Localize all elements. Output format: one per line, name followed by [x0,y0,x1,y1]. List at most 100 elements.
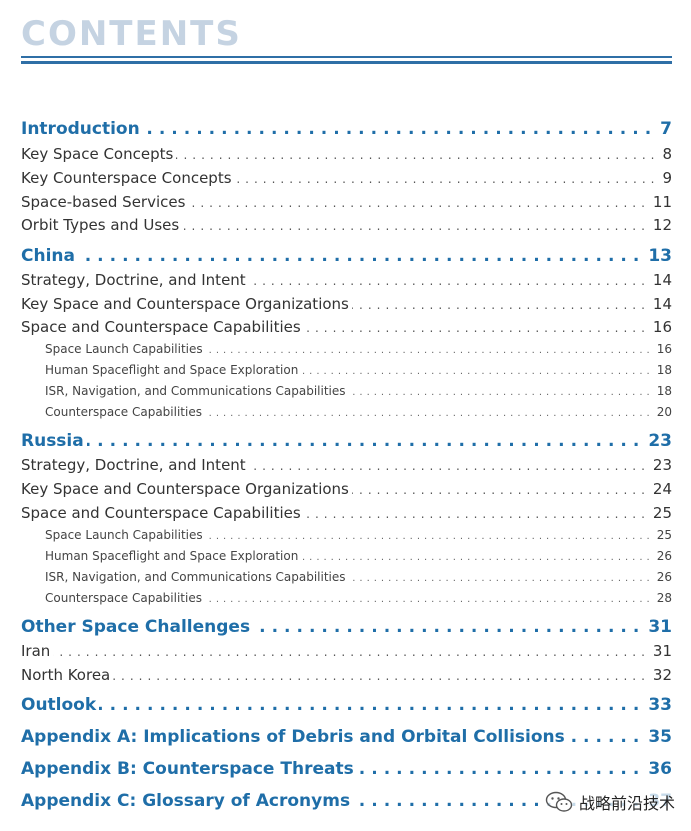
toc-subsection-entry[interactable]: Space-based Services....................… [21,193,672,211]
toc-entry-label: Space and Counterspace Capabilities [21,504,301,522]
toc-entry-page-number: 31 [648,617,672,637]
toc-subsubsection-entry[interactable]: Space Launch Capabilities...............… [45,342,672,356]
toc-subsection-entry[interactable]: Key Space and Counterspace Organizations… [21,480,672,498]
toc-entry-page-number: 9 [662,169,672,187]
toc-leader-dots: ........................................… [205,408,654,419]
toc-entry-label: Appendix B: Counterspace Threats [21,759,354,779]
toc-entry-label: Outlook [21,695,97,715]
toc-subsubsection-entry[interactable]: ISR, Navigation, and Communications Capa… [45,384,672,398]
toc-entry-label: Space-based Services [21,193,186,211]
toc-entry-label: Other Space Challenges [21,617,251,637]
toc-subsection-entry[interactable]: Space and Counterspace Capabilities.....… [21,504,672,522]
toc-leader-dots: ........................................… [301,366,654,377]
toc-leader-dots: ........................................… [303,321,650,335]
toc-entry-page-number: 25 [652,504,672,522]
toc-entry-page-number: 31 [652,642,672,660]
toc-entry-label: Human Spaceflight and Space Exploration [45,549,299,563]
toc-subsubsection-entry[interactable]: Space Launch Capabilities...............… [45,528,672,542]
toc-section-entry[interactable]: Appendix A: Implications of Debris and O… [21,727,672,747]
toc-entry-page-number: 28 [656,591,672,605]
toc-subsubsection-entry[interactable]: Human Spaceflight and Space Exploration.… [45,363,672,377]
toc-subsection-entry[interactable]: Space and Counterspace Capabilities.....… [21,318,672,336]
toc-entry-page-number: 26 [656,570,672,584]
toc-leader-dots: ........................................… [352,483,650,497]
toc-entry-label: China [21,246,75,266]
toc-leader-dots: ........................................… [235,172,660,186]
toc-entry-label: Counterspace Capabilities [45,591,202,605]
toc-entry-page-number: 18 [656,363,672,377]
watermark-text: 战略前沿技术 [578,794,675,813]
toc-subsection-entry[interactable]: Iran....................................… [21,642,672,660]
toc-entry-label: Human Spaceflight and Space Exploration [45,363,299,377]
toc-entry-label: Iran [21,642,51,660]
toc-entry-label: Key Space Concepts [21,145,174,163]
toc-leader-dots: ........................................… [176,148,660,162]
wechat-icon [545,791,573,812]
toc-leader-dots: ........................................… [99,695,646,715]
toc-entry-page-number: 14 [652,271,672,289]
toc-entry-page-number: 14 [652,295,672,313]
toc-leader-dots: ........................................… [568,727,646,747]
watermark: 战略前沿技术 [540,788,679,816]
toc-subsection-entry[interactable]: Strategy, Doctrine, and Intent..........… [21,271,672,289]
toc-subsection-entry[interactable]: Strategy, Doctrine, and Intent..........… [21,456,672,474]
toc-leader-dots: ........................................… [349,387,654,398]
toc-entry-page-number: 36 [648,759,672,779]
toc-entry-page-number: 20 [656,405,672,419]
toc-section-entry[interactable]: Other Space Challenges..................… [21,617,672,637]
toc-section-entry[interactable]: Russia..................................… [21,431,672,451]
toc-subsection-entry[interactable]: North Korea.............................… [21,666,672,684]
toc-entry-label: Orbit Types and Uses [21,216,180,234]
toc-leader-dots: ........................................… [249,274,650,288]
toc-leader-dots: ........................................… [303,507,650,521]
toc-entry-page-number: 7 [660,119,672,139]
toc-subsubsection-entry[interactable]: Counterspace Capabilities...............… [45,591,672,605]
toc-entry-page-number: 16 [652,318,672,336]
toc-entry-page-number: 33 [648,695,672,715]
toc-entry-page-number: 11 [652,193,672,211]
toc-entry-label: ISR, Navigation, and Communications Capa… [45,384,346,398]
toc-entry-label: Appendix C: Glossary of Acronyms [21,791,351,811]
toc-entry-label: Introduction [21,119,140,139]
toc-entry-page-number: 16 [656,342,672,356]
toc-entry-page-number: 23 [652,456,672,474]
toc-subsubsection-entry[interactable]: ISR, Navigation, and Communications Capa… [45,570,672,584]
toc-entry-page-number: 18 [656,384,672,398]
toc-leader-dots: ........................................… [206,345,654,356]
toc-subsection-entry[interactable]: Key Space Concepts......................… [21,145,672,163]
toc-entry-label: Key Space and Counterspace Organizations [21,295,349,313]
toc-leader-dots: ........................................… [301,552,654,563]
toc-entry-page-number: 26 [656,549,672,563]
toc-leader-dots: ........................................… [53,645,650,659]
toc-section-entry[interactable]: Introduction............................… [21,119,672,139]
toc-entry-label: Strategy, Doctrine, and Intent [21,271,246,289]
toc-leader-dots: ........................................… [143,119,658,139]
toc-entry-label: Space Launch Capabilities [45,342,203,356]
toc-entry-page-number: 35 [648,727,672,747]
toc-entry-label: Space Launch Capabilities [45,528,203,542]
toc-section-entry[interactable]: Outlook.................................… [21,695,672,715]
toc-section-entry[interactable]: Appendix B: Counterspace Threats........… [21,759,672,779]
toc-entry-label: Appendix A: Implications of Debris and O… [21,727,565,747]
toc-subsubsection-entry[interactable]: Human Spaceflight and Space Exploration.… [45,549,672,563]
toc-subsection-entry[interactable]: Key Space and Counterspace Organizations… [21,295,672,313]
title-rule-thick [21,61,672,64]
toc-subsubsection-entry[interactable]: Counterspace Capabilities...............… [45,405,672,419]
toc-section-entry[interactable]: China...................................… [21,246,672,266]
toc-entry-label: Counterspace Capabilities [45,405,202,419]
toc-entry-label: ISR, Navigation, and Communications Capa… [45,570,346,584]
toc-leader-dots: ........................................… [113,669,650,683]
toc-entry-label: Key Space and Counterspace Organizations [21,480,349,498]
toc-leader-dots: ........................................… [357,759,646,779]
toc-subsection-entry[interactable]: Key Counterspace Concepts...............… [21,169,672,187]
toc-entry-page-number: 13 [648,246,672,266]
toc-leader-dots: ........................................… [352,298,650,312]
toc-entry-page-number: 23 [648,431,672,451]
toc-entry-label: Space and Counterspace Capabilities [21,318,301,336]
toc-leader-dots: ........................................… [188,196,650,210]
toc-entry-page-number: 8 [662,145,672,163]
toc-leader-dots: ........................................… [86,431,646,451]
toc-leader-dots: ........................................… [78,246,646,266]
toc-entry-page-number: 25 [656,528,672,542]
toc-subsection-entry[interactable]: Orbit Types and Uses....................… [21,216,672,234]
